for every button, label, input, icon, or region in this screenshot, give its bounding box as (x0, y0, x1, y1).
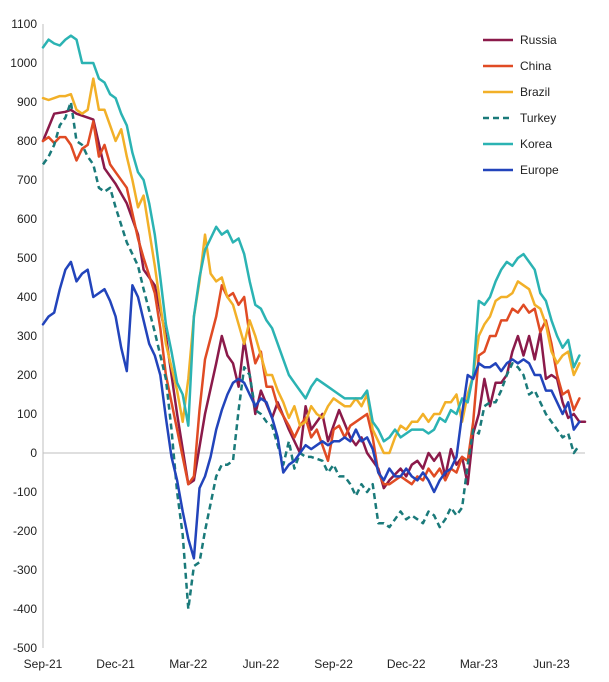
y-tick-label: 100 (17, 407, 37, 421)
y-axis-ticks: 110010009008007006005004003002001000-100… (10, 17, 37, 655)
x-tick-label: Sep-21 (24, 657, 63, 671)
y-tick-label: 1000 (10, 56, 37, 70)
x-axis-ticks: Sep-21 Dec-21 Mar-22 Jun-22 Sep-22 Dec-22 Mar-… (24, 657, 570, 671)
legend-label-russia: Russia (520, 33, 557, 47)
x-tick-label: Sep-22 (314, 657, 353, 671)
legend-label-europe: Europe (520, 163, 559, 177)
x-tick-label: Jun-22 (243, 657, 280, 671)
legend: Russia China Brazil Turkey Korea Europe (483, 33, 559, 177)
series-line-russia (41, 108, 587, 490)
y-tick-label: 300 (17, 329, 37, 343)
y-tick-label: 1100 (11, 17, 37, 31)
y-tick-label: 0 (30, 446, 37, 460)
y-tick-label: 400 (17, 290, 37, 304)
series-line-turkey (41, 100, 581, 611)
x-tick-label: Mar-22 (169, 657, 207, 671)
series-line-korea (41, 34, 581, 443)
y-tick-label: -400 (13, 602, 37, 616)
series-line-china (41, 120, 581, 486)
y-tick-label: 900 (17, 95, 37, 109)
y-tick-label: 200 (17, 368, 37, 382)
y-tick-label: -300 (13, 563, 37, 577)
y-tick-label: -500 (13, 641, 37, 655)
series-lines (41, 34, 587, 611)
x-tick-label: Jun-23 (533, 657, 570, 671)
series-line-brazil (41, 77, 581, 455)
x-tick-label: Mar-23 (460, 657, 498, 671)
y-tick-label: 600 (17, 212, 37, 226)
y-tick-label: 700 (17, 173, 37, 187)
legend-label-china: China (520, 59, 552, 73)
legend-label-brazil: Brazil (520, 85, 550, 99)
y-tick-label: -100 (13, 485, 37, 499)
y-tick-label: -200 (13, 524, 37, 538)
legend-label-korea: Korea (520, 137, 552, 151)
y-tick-label: 500 (17, 251, 37, 265)
series-line-europe (41, 260, 581, 560)
y-tick-label: 800 (17, 134, 37, 148)
x-tick-label: Dec-21 (96, 657, 135, 671)
x-tick-label: Dec-22 (387, 657, 426, 671)
legend-label-turkey: Turkey (520, 111, 556, 125)
